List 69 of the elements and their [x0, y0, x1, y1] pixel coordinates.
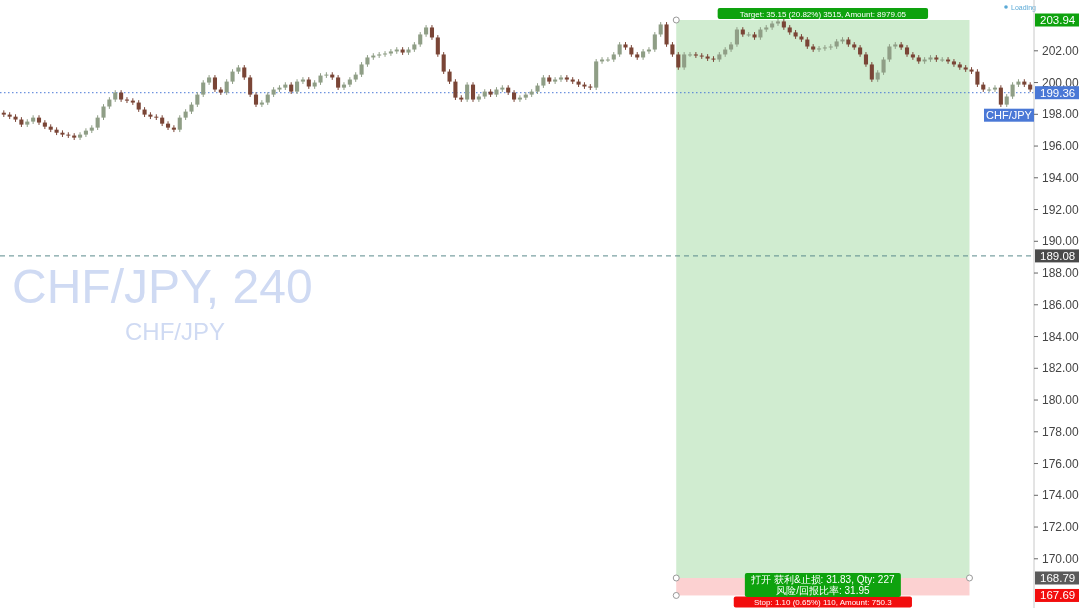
price-tag: Target: 35.15 (20.82%) 3515, Amount: 8979.05 — [717, 8, 929, 19]
candlestick — [259, 99, 264, 108]
y-tick-label: 172.00 — [1042, 520, 1080, 535]
candlestick — [822, 44, 827, 52]
y-tick-label: 180.00 — [1042, 393, 1080, 408]
band-label: Stop: 1.10 (0.65%) 110, Amount: 750.3 — [753, 598, 893, 608]
candlestick — [869, 61, 874, 83]
candlestick — [388, 48, 393, 57]
price-tag: Stop: 1.10 (0.65%) 110, Amount: 750.3 — [733, 596, 912, 608]
candlestick — [553, 76, 558, 85]
y-tick-label: 202.00 — [1042, 43, 1080, 58]
candlestick — [382, 50, 388, 58]
candlestick — [734, 26, 739, 48]
candlestick — [441, 51, 446, 75]
candlestick — [693, 51, 698, 59]
candlestick — [31, 114, 36, 125]
y-tick-label: 174.00 — [1042, 488, 1080, 503]
y-tick-label: 178.00 — [1042, 424, 1080, 439]
candlestick — [987, 86, 992, 93]
candlestick — [641, 48, 646, 61]
y-tick-label: 190.00 — [1042, 234, 1080, 249]
y-tick-label: 184.00 — [1042, 329, 1080, 344]
candlestick — [341, 81, 347, 91]
y-tick-label: 188.00 — [1042, 266, 1080, 281]
y-tick-label: 168.79 — [1040, 572, 1076, 584]
candlestick — [770, 20, 775, 31]
candlestick — [664, 21, 669, 48]
candlestick — [470, 81, 476, 103]
candlestick — [300, 76, 305, 85]
y-tick-label: 176.00 — [1042, 456, 1080, 471]
candlestick — [558, 74, 564, 83]
ref-line-label: CHF/JPY — [986, 109, 1033, 122]
y-tick-label: 196.00 — [1042, 139, 1080, 154]
candlestick — [42, 119, 47, 130]
annotation: 打开 获利&止损: 31.83, Qty: 227 — [750, 574, 895, 585]
candlestick — [171, 124, 176, 133]
candlestick — [605, 56, 610, 63]
candlestick — [476, 93, 481, 103]
candlestick — [998, 84, 1003, 108]
candlestick — [248, 74, 253, 98]
candlestick — [453, 78, 458, 101]
y-tick-label: 192.00 — [1042, 202, 1080, 217]
candlestick — [36, 114, 42, 126]
y-tick-label: 186.00 — [1042, 297, 1080, 312]
y-tick-label: 194.00 — [1042, 170, 1080, 185]
candlestick — [817, 45, 822, 53]
candlestick — [517, 94, 522, 103]
band-label: Target: 35.15 (20.82%) 3515, Amount: 8979.05 — [739, 9, 907, 19]
y-tick-label: 170.00 — [1042, 551, 1080, 566]
y-tick-label: 198.00 — [1042, 107, 1080, 122]
candlestick — [83, 127, 88, 138]
y-tick-label: 167.69 — [1040, 589, 1076, 602]
candlestick — [951, 58, 956, 68]
candlestick — [910, 51, 915, 61]
candlestick — [78, 131, 83, 141]
candlestick — [687, 51, 693, 58]
price-tag: 打开 获利&止损: 31.83, Qty: 227 风险/回报比率: 31.95 — [744, 573, 901, 597]
candlestick — [564, 74, 569, 83]
y-tick-label: 203.94 — [1040, 14, 1076, 26]
candlestick — [775, 18, 781, 27]
y-tick-label: 189.08 — [1040, 249, 1076, 262]
candlestick — [992, 84, 998, 93]
candlestick — [465, 81, 470, 103]
y-tick-label: 182.00 — [1042, 361, 1080, 376]
candlestick — [165, 120, 171, 131]
candlestick — [435, 34, 440, 58]
annotation: 风险/回报比率: 31.95 — [776, 585, 870, 596]
candlestick — [652, 31, 657, 53]
candlestick — [781, 18, 786, 31]
